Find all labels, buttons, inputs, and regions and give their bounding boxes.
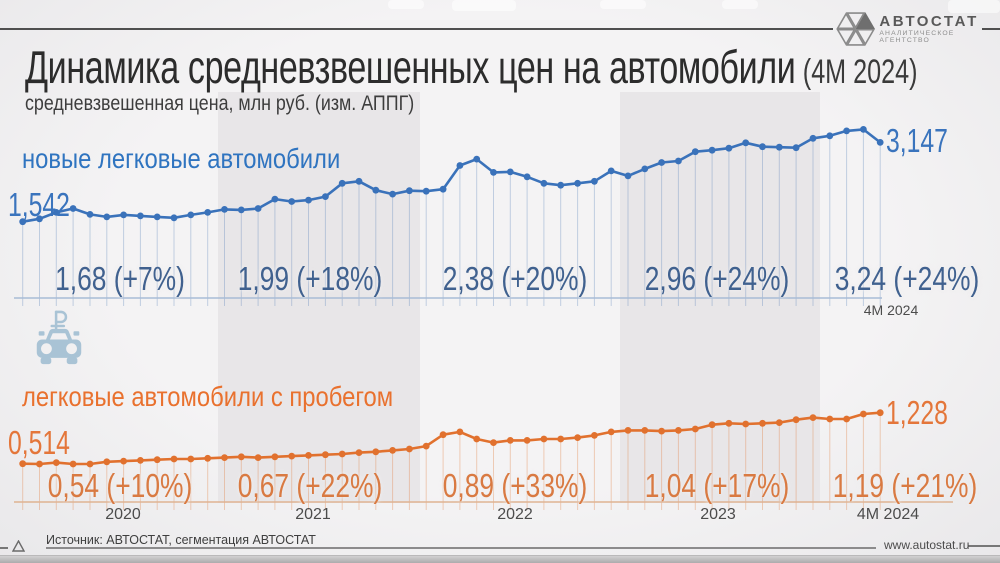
new-cars-avg-2021: 1,99 (+18%) — [237, 260, 383, 297]
new-cars-end-value: 3,147 — [886, 122, 948, 159]
footer-rule — [46, 547, 876, 549]
new-cars-series-label: новые легковые автомобили — [22, 143, 341, 174]
new-cars-line-series — [14, 125, 884, 306]
used-cars-avg-2023: 1,04 (+17%) — [644, 467, 790, 504]
footer-triangle-icon — [12, 540, 25, 552]
footer-source: Источник: АВТОСТАТ, сегментация АВТОСТАТ — [46, 533, 316, 547]
used-cars-avg-2021: 0,67 (+22%) — [237, 467, 383, 504]
new-cars-axis-period-label: 4М 2024 — [863, 302, 919, 318]
used-cars-data-points — [19, 409, 884, 468]
avtostat-logo: АВТОСТАТ АНАЛИТИЧЕСКОЕ АГЕНТСТВО — [836, 8, 1000, 50]
x-tick-2020: 2020 — [105, 506, 141, 523]
logo-tagline: АНАЛИТИЧЕСКОЕ АГЕНТСТВО — [879, 29, 955, 44]
new-cars-avg-2023: 2,96 (+24%) — [644, 260, 790, 297]
footer-dash-left — [0, 547, 8, 549]
subtitle: средневзвешенная цена, млн руб. (изм. АП… — [25, 92, 415, 115]
x-tick-2023: 2023 — [700, 506, 736, 523]
car-with-ruble-icon — [36, 310, 82, 365]
used-cars-avg-2024: 1,19 (+21%) — [832, 467, 978, 504]
new-cars-avg-2020: 1,68 (+7%) — [55, 260, 185, 297]
new-cars-data-points — [19, 125, 884, 226]
new-cars-line — [22, 128, 881, 223]
title-period: (4М 2024) — [802, 53, 918, 91]
x-tick-2021: 2021 — [295, 506, 331, 523]
bottom-video-strip — [0, 555, 1000, 563]
ghost-shape — [388, 0, 424, 9]
new-cars-drop-lines — [22, 129, 881, 306]
new-cars-avg-2022: 2,38 (+20%) — [442, 260, 588, 297]
used-cars-line — [22, 411, 881, 466]
x-tick-4m2024: 4М 2024 — [856, 506, 920, 523]
ghost-shape — [452, 0, 516, 11]
page-title: Динамика средневзвешенных цен на автомоб… — [25, 40, 917, 94]
used-cars-start-value: 0,514 — [8, 424, 70, 461]
ghost-shape — [600, 0, 646, 9]
avtostat-triangles-icon — [836, 12, 876, 46]
title-text: Динамика средневзвешенных цен на автомоб… — [25, 41, 796, 93]
ghost-shape — [722, 0, 758, 9]
new-cars-avg-2024: 3,24 (+24%) — [834, 260, 980, 297]
used-cars-end-value: 1,228 — [886, 394, 948, 431]
x-tick-2022: 2022 — [497, 506, 533, 523]
ghost-shape — [948, 0, 1000, 13]
used-cars-series-label: легковые автомобили с пробегом — [22, 381, 394, 412]
logo-name: АВТОСТАТ — [879, 12, 979, 30]
footer-dash-right — [968, 545, 1000, 547]
used-cars-avg-2020: 0,54 (+10%) — [47, 467, 193, 504]
header-rule — [0, 28, 833, 30]
used-cars-line-series — [14, 409, 953, 510]
used-cars-avg-2022: 0,89 (+33%) — [442, 467, 588, 504]
used-cars-drop-lines — [22, 412, 881, 510]
new-cars-start-value: 1,542 — [8, 186, 70, 223]
header-rule-right — [982, 28, 1000, 30]
footer-site-url: www.autostat.ru — [884, 538, 970, 552]
